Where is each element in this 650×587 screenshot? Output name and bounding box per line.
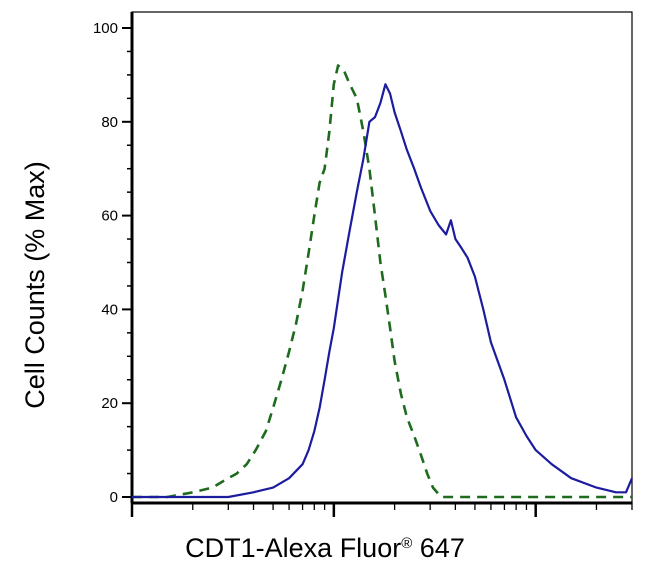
y-tick-label: 20: [101, 395, 118, 412]
plot-border: [131, 11, 633, 504]
y-tick-label: 0: [110, 489, 118, 506]
x-axis-title-suffix: 647: [412, 533, 465, 563]
plot-frame: [130, 11, 633, 505]
registered-mark: ®: [401, 535, 413, 552]
y-axis-title: Cell Counts (% Max): [20, 161, 50, 409]
y-axis-ticks: 0 20 40 60 80 100: [93, 20, 132, 506]
y-tick-label: 60: [101, 208, 118, 225]
y-tick-label: 100: [93, 20, 118, 37]
y-tick-label: 40: [101, 301, 118, 318]
x-axis-ticks: [130, 503, 633, 517]
series-layer: [132, 64, 634, 499]
isotype-control-histogram: [132, 64, 632, 499]
x-axis-title-main: CDT1-Alexa Fluor: [185, 533, 402, 563]
sample-histogram: [132, 83, 634, 499]
y-tick-label: 80: [101, 114, 118, 131]
x-axis-title: CDT1-Alexa Fluor® 647: [0, 533, 650, 564]
